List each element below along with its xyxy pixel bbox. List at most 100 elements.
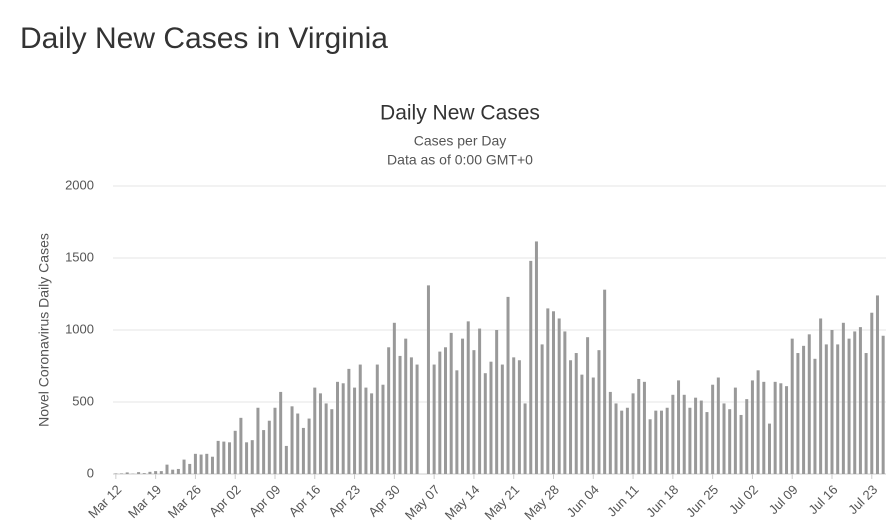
bar (495, 330, 498, 474)
bar (256, 408, 259, 474)
x-tick-label: Jun 04 (564, 482, 602, 520)
bar (586, 337, 589, 474)
bar (222, 442, 225, 474)
bar (404, 339, 407, 474)
bar (831, 330, 834, 474)
bar (836, 344, 839, 474)
bar (455, 370, 458, 474)
bar (779, 383, 782, 474)
bar (654, 411, 657, 474)
bar (751, 380, 754, 474)
bar (245, 442, 248, 474)
bar (842, 323, 845, 474)
bar (450, 333, 453, 474)
bar (154, 471, 157, 474)
x-tick-label: Mar 26 (165, 482, 204, 521)
page-title: Daily New Cases in Virginia (20, 22, 388, 55)
x-tick-label: Jul 23 (845, 482, 880, 517)
bar (643, 382, 646, 474)
chart-subtitle: Cases per Day (414, 133, 507, 149)
bar (319, 393, 322, 474)
bar (296, 414, 299, 474)
bar (825, 344, 828, 474)
bar (148, 472, 151, 474)
x-tick-label: Jul 16 (805, 482, 840, 517)
bar (416, 365, 419, 474)
x-tick-label: Apr 09 (246, 482, 284, 520)
bar (467, 321, 470, 474)
bar (359, 365, 362, 474)
bar (671, 395, 674, 474)
bar (313, 388, 316, 474)
bar (188, 464, 191, 474)
bar (541, 344, 544, 474)
bar (876, 295, 879, 474)
x-tick-label: Jun 18 (643, 482, 681, 520)
bar (791, 339, 794, 474)
y-tick-label: 0 (87, 465, 94, 480)
x-tick-label: May 07 (402, 482, 443, 523)
bar (660, 411, 663, 474)
bar (251, 440, 254, 474)
bar (563, 331, 566, 474)
bar (569, 360, 572, 474)
bar (262, 430, 265, 474)
bar (558, 318, 561, 474)
bar (688, 408, 691, 474)
bar (882, 336, 885, 474)
bar (438, 352, 441, 474)
x-tick-label: Apr 02 (206, 482, 244, 520)
x-tick-label: Jul 02 (726, 482, 761, 517)
bar (666, 408, 669, 474)
bar (768, 424, 771, 474)
bar (512, 357, 515, 474)
y-tick-label: 1000 (65, 321, 94, 336)
chart-title: Daily New Cases (380, 102, 540, 125)
bar (507, 297, 510, 474)
bar (853, 331, 856, 474)
bar (410, 357, 413, 474)
bar (785, 386, 788, 474)
bar (637, 379, 640, 474)
bar (217, 441, 220, 474)
bar (677, 380, 680, 474)
bar (205, 454, 208, 474)
bar (211, 457, 214, 474)
bar (518, 360, 521, 474)
bar (632, 393, 635, 474)
bar (376, 365, 379, 474)
x-tick-label: May 14 (442, 482, 483, 523)
x-tick-label: Mar 12 (85, 482, 124, 521)
y-tick-label: 500 (72, 393, 94, 408)
bar (592, 378, 595, 474)
bar (387, 347, 390, 474)
bar (370, 393, 373, 474)
bar (165, 465, 168, 474)
bar (819, 318, 822, 474)
bar (143, 473, 146, 474)
bar (273, 408, 276, 474)
bar (808, 334, 811, 474)
bar (740, 415, 743, 474)
bar (160, 471, 163, 474)
bar (472, 350, 475, 474)
bar (649, 419, 652, 474)
y-axis-label: Novel Coronavirus Daily Cases (36, 233, 52, 427)
bar (353, 388, 356, 474)
chart-subtitle: Data as of 0:00 GMT+0 (387, 152, 533, 168)
bar (734, 388, 737, 474)
bar (461, 339, 464, 474)
bar (683, 395, 686, 474)
bar (194, 454, 197, 474)
bar (336, 382, 339, 474)
bar (757, 370, 760, 474)
bar (171, 470, 174, 474)
bar (285, 446, 288, 474)
x-tick-label: Apr 16 (286, 482, 324, 520)
bar (433, 365, 436, 474)
bar (234, 431, 237, 474)
bar (597, 350, 600, 474)
bar (325, 403, 328, 474)
x-tick-label: Jun 11 (604, 482, 642, 520)
bar (444, 347, 447, 474)
